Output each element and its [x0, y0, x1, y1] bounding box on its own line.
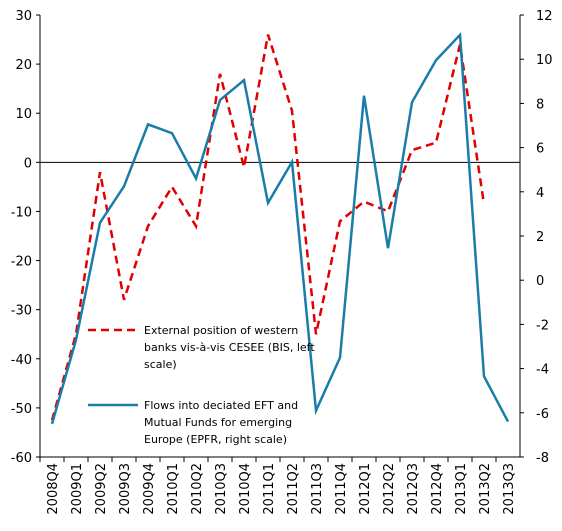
x-tick-label: 2010Q1 — [166, 463, 181, 515]
x-tick-label: 2012Q4 — [430, 463, 445, 515]
x-tick-label: 2011Q3 — [310, 463, 325, 515]
y-tick-label: 30 — [15, 9, 32, 24]
y2-tick-label: 10 — [536, 53, 553, 68]
y-tick-label: -40 — [11, 353, 32, 368]
legend-label: External position of western banks vis-à… — [144, 324, 315, 371]
x-tick-label: 2010Q4 — [238, 463, 253, 515]
y2-tick-label: 8 — [536, 97, 544, 112]
x-tick-label: 2012Q3 — [406, 463, 421, 515]
y-tick-label: -20 — [11, 255, 32, 270]
y-tick-label: 10 — [15, 107, 32, 122]
y2-tick-label: 0 — [536, 274, 544, 289]
y-tick-label: -60 — [11, 451, 32, 466]
y2-tick-label: -8 — [536, 451, 549, 466]
y-tick-label: -10 — [11, 205, 32, 220]
x-tick-label: 2010Q2 — [190, 463, 205, 515]
x-tick-label: 2011Q2 — [286, 463, 301, 515]
x-tick-label: 2011Q1 — [262, 463, 277, 515]
y-tick-label: -30 — [11, 304, 32, 319]
x-tick-label: 2009Q1 — [70, 463, 85, 515]
x-tick-label: 2009Q3 — [118, 463, 133, 515]
series-line — [50, 34, 486, 421]
y-tick-label: 20 — [15, 58, 32, 73]
y-tick-label: -50 — [11, 402, 32, 417]
y2-tick-label: 6 — [536, 142, 544, 157]
y2-tick-label: -4 — [536, 363, 549, 378]
x-tick-label: 2009Q2 — [94, 463, 109, 515]
legend-label: Flows into deciated EFT and Mutual Funds… — [144, 399, 299, 446]
x-tick-label: 2010Q3 — [214, 463, 229, 515]
legend-entry: External position of western banks vis-à… — [144, 324, 315, 371]
y2-tick-label: 2 — [536, 230, 544, 245]
x-tick-label: 2013Q2 — [478, 463, 493, 515]
y-tick-label: 0 — [24, 156, 32, 171]
y2-tick-label: -2 — [536, 318, 549, 333]
x-tick-label: 2008Q4 — [46, 463, 61, 515]
x-tick-label: 2009Q4 — [142, 463, 157, 515]
x-tick-label: 2013Q1 — [454, 463, 469, 515]
y2-tick-label: 4 — [536, 186, 544, 201]
series-line — [50, 31, 510, 425]
x-tick-label: 2013Q3 — [502, 463, 517, 515]
y2-tick-label: 12 — [536, 9, 553, 24]
y2-tick-label: -6 — [536, 407, 549, 422]
legend-entry: Flows into deciated EFT and Mutual Funds… — [144, 399, 299, 446]
x-tick-label: 2011Q4 — [334, 463, 349, 515]
x-tick-label: 2012Q2 — [382, 463, 397, 515]
x-tick-label: 2012Q1 — [358, 463, 373, 515]
